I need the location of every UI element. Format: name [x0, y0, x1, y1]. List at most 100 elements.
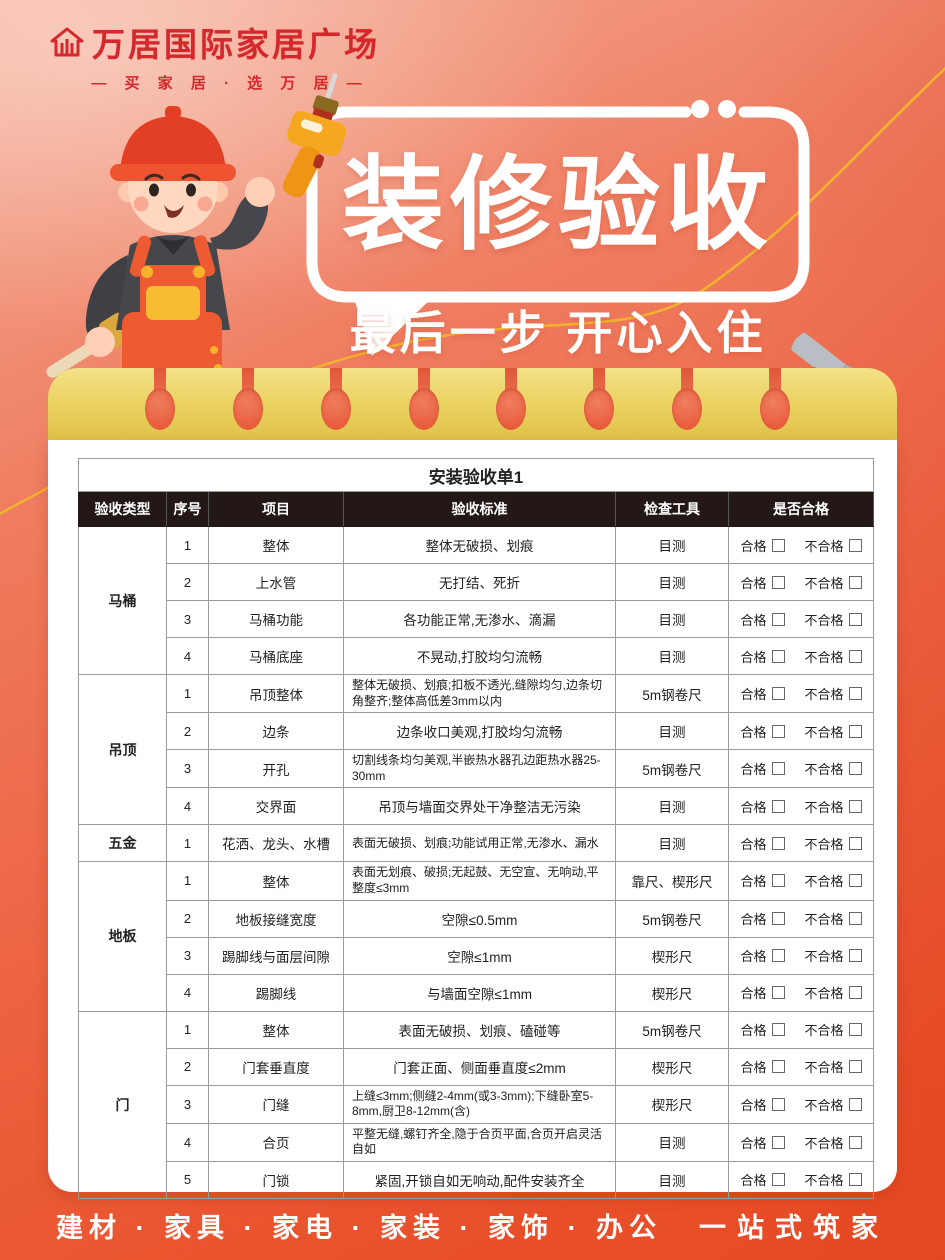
- fail-label: 不合格: [804, 649, 844, 665]
- brand-name: 万居国际家居广场: [92, 26, 380, 63]
- pass-checkbox[interactable]: [771, 687, 785, 701]
- pass-checkbox[interactable]: [771, 836, 785, 850]
- pass-options: 合格 不合格: [733, 536, 869, 555]
- pass-checkbox[interactable]: [771, 1060, 785, 1074]
- hero-title: 装修验收: [342, 148, 774, 262]
- pass-checkbox[interactable]: [771, 612, 785, 626]
- pass-checkbox[interactable]: [771, 1173, 785, 1187]
- fail-checkbox[interactable]: [848, 836, 862, 850]
- pass-checkbox[interactable]: [771, 949, 785, 963]
- pass-label: 合格: [740, 836, 767, 852]
- pass-cell: 合格 不合格: [727, 1010, 875, 1049]
- standard-cell: 无打结、死折: [343, 563, 616, 601]
- pass-cell: 合格 不合格: [727, 637, 875, 675]
- pass-options: 合格 不合格: [733, 946, 869, 965]
- table-row: 4 踢脚线 与墙面空隙≤1mm 楔形尺 合格 不合格: [79, 973, 875, 1012]
- pass-checkbox[interactable]: [771, 1023, 785, 1037]
- table-row: 4 合页 平整无缝,螺钉齐全,隐于合页平面,合页开启灵活自如 目测 合格 不合格: [79, 1122, 875, 1162]
- fail-checkbox[interactable]: [848, 649, 862, 663]
- pass-label: 合格: [740, 1097, 767, 1113]
- footer-categories: 建材 · 家具 · 家电 · 家装 · 家饰 · 办公: [56, 1213, 662, 1243]
- footer-slogan: 一站式筑家: [699, 1213, 889, 1243]
- pass-checkbox[interactable]: [771, 538, 785, 552]
- fail-checkbox[interactable]: [848, 949, 862, 963]
- row-number-cell: 1: [166, 824, 209, 863]
- item-cell: 交界面: [208, 787, 344, 826]
- fail-checkbox[interactable]: [848, 538, 862, 552]
- pass-checkbox[interactable]: [771, 649, 785, 663]
- pass-label: 合格: [740, 1023, 767, 1039]
- fail-checkbox[interactable]: [848, 1097, 862, 1111]
- fail-checkbox[interactable]: [848, 799, 862, 813]
- item-cell: 门缝: [208, 1084, 344, 1124]
- fail-checkbox[interactable]: [848, 1060, 862, 1074]
- pass-checkbox[interactable]: [771, 1135, 785, 1149]
- tool-cell: 楔形尺: [615, 936, 729, 975]
- fail-label: 不合格: [804, 836, 844, 852]
- pass-label: 合格: [740, 724, 767, 740]
- row-number-cell: 2: [166, 712, 209, 751]
- pass-label: 合格: [740, 762, 767, 778]
- pass-options: 合格 不合格: [733, 1133, 869, 1152]
- fail-checkbox[interactable]: [848, 874, 862, 888]
- fail-checkbox[interactable]: [848, 687, 862, 701]
- standard-cell: 空隙≤1mm: [343, 936, 616, 975]
- item-cell: 马桶功能: [208, 600, 344, 638]
- pass-cell: 合格 不合格: [727, 1084, 875, 1124]
- type-cell: 马桶: [78, 526, 167, 675]
- standard-cell: 吊顶与墙面交界处干净整洁无污染: [343, 787, 616, 826]
- item-cell: 整体: [208, 526, 344, 564]
- tool-cell: 5m钢卷尺: [615, 899, 729, 938]
- pass-label: 合格: [740, 612, 767, 628]
- standard-cell: 与墙面空隙≤1mm: [343, 973, 616, 1012]
- row-number-cell: 3: [166, 749, 209, 789]
- pass-checkbox[interactable]: [771, 575, 785, 589]
- fail-checkbox[interactable]: [848, 724, 862, 738]
- standard-cell: 表面无划痕、破损;无起鼓、无空宣、无响动,平整度≤3mm: [343, 861, 616, 901]
- item-cell: 地板接缝宽度: [208, 899, 344, 938]
- pass-options: 合格 不合格: [733, 1095, 869, 1114]
- fail-checkbox[interactable]: [848, 1023, 862, 1037]
- tool-cell: 目测: [615, 712, 729, 751]
- tool-cell: 目测: [615, 1122, 729, 1162]
- pass-cell: 合格 不合格: [727, 861, 875, 901]
- fail-checkbox[interactable]: [848, 912, 862, 926]
- fail-checkbox[interactable]: [848, 986, 862, 1000]
- row-number-cell: 1: [166, 1010, 209, 1049]
- pass-label: 合格: [740, 986, 767, 1002]
- table-row: 2 门套垂直度 门套正面、侧面垂直度≤2mm 楔形尺 合格 不合格: [79, 1047, 875, 1086]
- pass-options: 合格 不合格: [733, 909, 869, 928]
- fail-checkbox[interactable]: [848, 612, 862, 626]
- notepad-binding-strip: [48, 368, 897, 440]
- row-number-cell: 1: [166, 673, 209, 714]
- pass-label: 合格: [740, 949, 767, 965]
- standard-cell: 整体无破损、划痕;扣板不透光,缝隙均匀,边条切角整齐;整体高低差3mm以内: [343, 673, 616, 714]
- pass-checkbox[interactable]: [771, 912, 785, 926]
- fail-checkbox[interactable]: [848, 575, 862, 589]
- pass-cell: 合格 不合格: [727, 712, 875, 751]
- header-pass: 是否合格: [727, 491, 875, 527]
- table-row: 地板 1 整体 表面无划痕、破损;无起鼓、无空宣、无响动,平整度≤3mm 靠尺、楔形尺合…: [78, 861, 875, 1012]
- pass-checkbox[interactable]: [771, 724, 785, 738]
- tool-cell: 靠尺、楔形尺: [615, 861, 729, 901]
- pass-options: 合格 不合格: [733, 573, 869, 592]
- pass-checkbox[interactable]: [771, 762, 785, 776]
- item-cell: 整体: [208, 861, 344, 901]
- fail-checkbox[interactable]: [848, 762, 862, 776]
- pass-checkbox[interactable]: [771, 986, 785, 1000]
- row-number-cell: 5: [166, 1160, 209, 1199]
- standard-cell: 整体无破损、划痕: [343, 526, 616, 564]
- pass-cell: 合格 不合格: [727, 936, 875, 975]
- table-row: 4 马桶底座 不晃动,打胶均匀流畅 目测 合格 不合格: [79, 637, 875, 675]
- standard-cell: 紧固,开锁自如无响动,配件安装齐全: [343, 1160, 616, 1199]
- header-no: 序号: [166, 491, 209, 527]
- pass-checkbox[interactable]: [771, 874, 785, 888]
- table-row: 门 1 整体 表面无破损、划痕、磕碰等 5m钢卷尺 合格 不合格: [78, 1010, 875, 1199]
- pass-checkbox[interactable]: [771, 799, 785, 813]
- fail-checkbox[interactable]: [848, 1173, 862, 1187]
- pass-label: 合格: [740, 1135, 767, 1151]
- standard-cell: 门套正面、侧面垂直度≤2mm: [343, 1047, 616, 1086]
- pass-checkbox[interactable]: [771, 1097, 785, 1111]
- row-number-cell: 3: [166, 936, 209, 975]
- fail-checkbox[interactable]: [848, 1135, 862, 1149]
